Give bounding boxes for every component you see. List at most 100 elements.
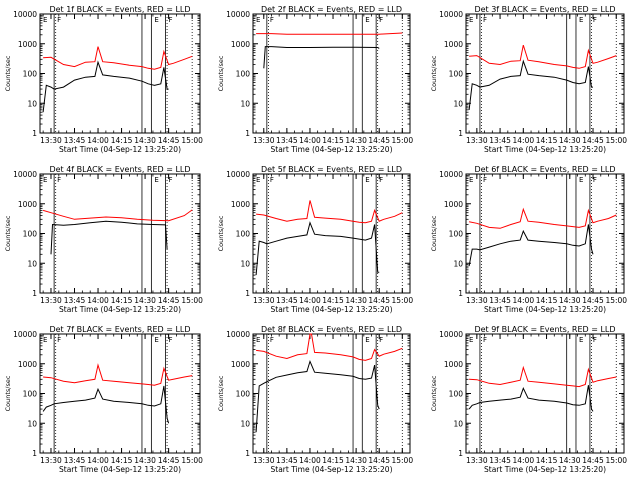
y-tick-label: 1 [458, 129, 463, 138]
x-tick-label: 14:30 [559, 136, 581, 145]
y-tick-label: 10 [27, 259, 37, 268]
interval-label: F [270, 336, 274, 344]
y-tick-label: 1000 [18, 200, 37, 209]
panel-det-1: Det 1f BLACK = Events, RED = LLD 1 10 100 10… [4, 5, 203, 154]
x-tick-label: 13:45 [489, 296, 511, 305]
plot-frame [465, 333, 625, 454]
interval-label: E [579, 16, 583, 24]
x-tick-label: 14:00 [513, 136, 535, 145]
x-tick-label: 14:15 [322, 296, 344, 305]
y-tick-label: 1000 [444, 360, 463, 369]
interval-label: F [168, 16, 172, 24]
y-tick-label: 10 [27, 419, 37, 428]
x-tick-label: 15:00 [391, 456, 413, 465]
y-tick-label: 10000 [13, 170, 37, 179]
interval-label: F [57, 176, 61, 184]
y-tick-label: 10000 [439, 170, 463, 179]
x-tick-label: 14:00 [513, 296, 535, 305]
y-tick-label: 1 [458, 289, 463, 298]
x-axis-label: Start Time (04-Sep-12 13:25:20) [484, 305, 606, 314]
y-tick-label: 10000 [226, 10, 250, 19]
plot-frame [39, 173, 201, 294]
x-tick-label: 15:00 [605, 456, 627, 465]
plot-frame [252, 333, 411, 454]
y-tick-label: 100 [23, 230, 38, 239]
y-tick-label: 1 [32, 129, 37, 138]
x-tick-label: 13:45 [276, 136, 298, 145]
interval-label: F [593, 176, 597, 184]
y-tick-label: 100 [449, 390, 464, 399]
interval-label: E [43, 16, 47, 24]
interval-label: E [579, 176, 583, 184]
black-series-line [255, 221, 380, 276]
y-tick-label: 10 [453, 419, 463, 428]
black-series-line [468, 224, 594, 267]
interval-label: E [256, 16, 260, 24]
y-tick-label: 100 [23, 390, 38, 399]
y-axis-label: Counts/sec [217, 215, 225, 251]
y-axis-label: Counts/sec [430, 375, 438, 411]
x-tick-label: 14:30 [559, 296, 581, 305]
x-tick-label: 15:00 [181, 456, 203, 465]
interval-label: E [365, 336, 369, 344]
interval-label: F [593, 16, 597, 24]
black-series-line [263, 46, 380, 69]
y-axis-label: Counts/sec [430, 215, 438, 251]
y-tick-label: 10000 [13, 10, 37, 19]
y-tick-label: 100 [236, 70, 251, 79]
x-axis-label: Start Time (04-Sep-12 13:25:20) [484, 465, 606, 474]
x-axis-label: Start Time (04-Sep-12 13:25:20) [59, 145, 181, 154]
panel-det-7: Det 7f BLACK = Events, RED = LLD 1 10 100 10… [4, 325, 203, 474]
red-series-line [256, 200, 403, 224]
y-tick-label: 1 [245, 289, 250, 298]
x-tick-label: 13:45 [489, 456, 511, 465]
x-tick-label: 14:30 [559, 456, 581, 465]
y-tick-label: 1000 [231, 40, 250, 49]
interval-label: F [379, 336, 383, 344]
y-axis-label: Counts/sec [430, 55, 438, 91]
black-series-line [50, 220, 168, 255]
panel-det-3: Det 3f BLACK = Events, RED = LLD 1 10 100 10… [430, 5, 627, 154]
interval-label: F [379, 16, 383, 24]
x-tick-label: 14:45 [582, 136, 604, 145]
y-tick-label: 10000 [226, 330, 250, 339]
x-tick-label: 13:30 [466, 456, 488, 465]
x-tick-label: 14:15 [111, 296, 133, 305]
interval-label: F [57, 16, 61, 24]
interval-label: E [154, 16, 158, 24]
x-tick-label: 15:00 [391, 136, 413, 145]
interval-label: F [483, 176, 487, 184]
plot-frame [465, 13, 625, 134]
x-tick-label: 15:00 [391, 296, 413, 305]
x-tick-label: 14:30 [134, 456, 156, 465]
interval-label: F [270, 16, 274, 24]
interval-label: F [483, 16, 487, 24]
x-tick-label: 14:45 [368, 456, 390, 465]
y-tick-label: 1 [458, 449, 463, 458]
x-tick-label: 13:45 [64, 296, 86, 305]
plot-frame [252, 173, 411, 294]
x-tick-label: 13:30 [40, 296, 62, 305]
x-tick-label: 14:00 [87, 456, 109, 465]
red-series-line [43, 363, 193, 386]
y-axis-label: Counts/sec [4, 375, 12, 411]
x-tick-label: 14:30 [345, 296, 367, 305]
panel-title: Det 5f BLACK = Events, RED = LLD [261, 165, 402, 174]
y-tick-label: 100 [449, 70, 464, 79]
interval-label: E [365, 16, 369, 24]
interval-label: E [43, 336, 47, 344]
panel-det-6: Det 6f BLACK = Events, RED = LLD 1 10 100 10… [430, 165, 627, 314]
y-tick-label: 10 [453, 99, 463, 108]
x-tick-label: 14:00 [87, 136, 109, 145]
y-tick-label: 10 [240, 259, 250, 268]
interval-label: F [270, 176, 274, 184]
x-tick-label: 15:00 [605, 136, 627, 145]
x-tick-label: 14:15 [536, 136, 558, 145]
y-tick-label: 100 [23, 70, 38, 79]
x-tick-label: 14:45 [158, 296, 180, 305]
x-tick-label: 15:00 [181, 136, 203, 145]
y-tick-label: 1000 [231, 200, 250, 209]
x-tick-label: 13:30 [40, 136, 62, 145]
y-axis-label: Counts/sec [4, 215, 12, 251]
panel-det-9: Det 9f BLACK = Events, RED = LLD 1 10 100 10… [430, 325, 627, 474]
